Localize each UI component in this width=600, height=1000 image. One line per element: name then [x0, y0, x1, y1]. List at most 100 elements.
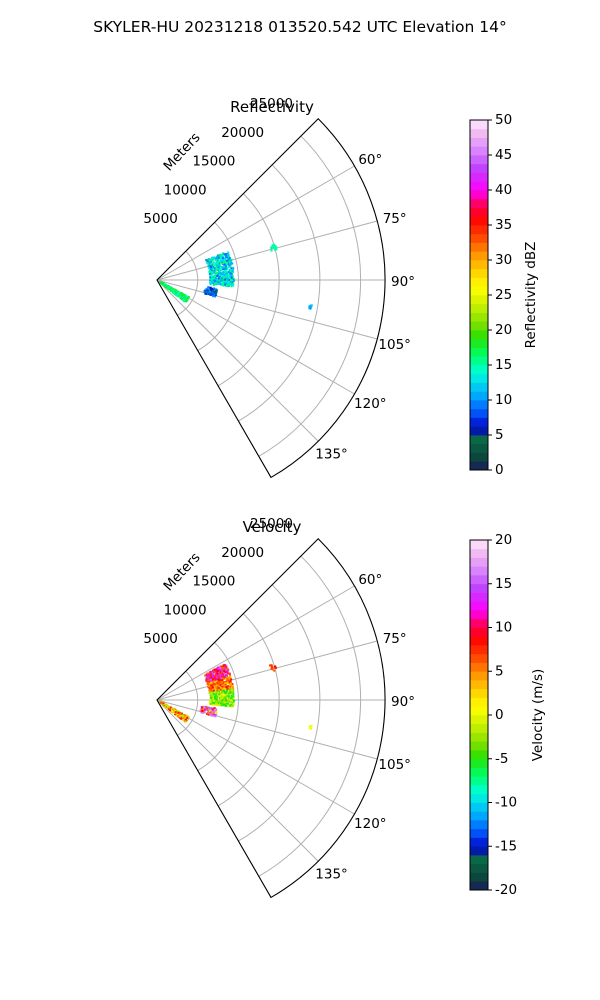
colorbar-tick-label: 5: [495, 663, 504, 679]
echo-pixel: [212, 691, 214, 694]
echo-pixel: [201, 709, 204, 712]
colorbar-segment: [470, 426, 488, 436]
echo-pixel: [212, 714, 215, 717]
echo-pixel: [182, 293, 185, 296]
colorbar-segment: [470, 820, 488, 830]
echo-pixel: [210, 692, 213, 695]
echo-pixel: [230, 269, 233, 272]
echo-pixel: [272, 244, 275, 247]
echo-pixel: [223, 670, 226, 673]
echo-pixel: [220, 671, 223, 674]
echo-pixel: [185, 295, 188, 298]
echo-pixel: [225, 698, 227, 701]
echo-pixel: [209, 693, 212, 696]
echo-pixel: [231, 262, 234, 265]
echo-pixel: [221, 260, 224, 262]
echo-pixel: [181, 297, 184, 300]
echo-pixel: [222, 675, 225, 678]
echo-pixel: [215, 678, 218, 681]
echo-pixel: [224, 270, 227, 273]
echo-pixel: [215, 259, 218, 262]
echo-pixel: [169, 287, 172, 290]
echo-pixel: [213, 269, 216, 272]
echo-pixel: [213, 703, 216, 706]
echo-pixel: [203, 706, 206, 708]
echo-pixel: [217, 675, 220, 678]
echo-pixel: [226, 678, 229, 681]
colorbar-segment: [470, 548, 488, 558]
echo-pixel: [230, 272, 233, 275]
echo-pixel: [230, 276, 233, 279]
echo-pixel: [219, 282, 222, 285]
azimuth-gridline: [156, 279, 319, 442]
echo-pixel: [224, 261, 227, 264]
echo-pixel: [217, 274, 220, 277]
colorbar-tick-label: 30: [495, 252, 512, 268]
echo-pixel: [221, 274, 224, 277]
echo-pixel: [213, 675, 216, 677]
echo-pixel: [269, 664, 272, 667]
colorbar-segment: [470, 583, 488, 593]
echo-pixel: [230, 267, 233, 270]
echo-pixel: [219, 686, 222, 689]
colorbar-tick-label: 10: [495, 392, 512, 408]
echo-pixel: [223, 263, 226, 265]
echo-pixel: [209, 683, 212, 686]
range-ring: [258, 555, 362, 877]
echo-pixel: [209, 673, 212, 675]
azimuth-tick-label: 90°: [391, 694, 415, 710]
echo-pixel: [214, 692, 217, 695]
colorbar-segment: [470, 671, 488, 681]
echo-pixel: [217, 691, 220, 694]
echo-pixel: [225, 686, 228, 689]
sector-outline: [156, 118, 386, 479]
echo-pixel: [219, 695, 222, 698]
echo-pixel: [211, 708, 214, 711]
echo-pixel: [177, 711, 180, 714]
colorbar-tick-label: 50: [495, 112, 512, 128]
echo-pixel: [213, 707, 216, 710]
echo-pixel: [221, 257, 224, 260]
echo-pixel: [228, 255, 231, 258]
echo-pixel: [209, 711, 212, 714]
colorbar-segment: [470, 741, 488, 751]
echo-pixel: [207, 265, 210, 268]
echo-pixel: [214, 712, 217, 715]
colorbar-segment: [470, 268, 488, 278]
echo-pixel: [218, 694, 221, 697]
echo-pixel: [215, 272, 218, 275]
echo-pixel: [217, 666, 220, 669]
echo-pixel: [211, 696, 214, 699]
echo-pixel: [173, 289, 176, 292]
echo-pixel: [227, 277, 230, 280]
echo-pixel: [218, 273, 221, 276]
echo-pixel: [210, 266, 213, 269]
echo-pixel: [222, 693, 224, 696]
echo-pixel: [207, 676, 210, 679]
echo-pixel: [209, 289, 212, 292]
echo-pixel: [218, 270, 221, 273]
echo-pixel: [205, 287, 208, 290]
echo-pixel: [310, 724, 313, 727]
echo-pixel: [180, 292, 183, 295]
echo-pixel: [210, 272, 213, 275]
azimuth-gridline: [156, 279, 355, 395]
echo-pixel: [173, 292, 176, 295]
azimuth-gridline: [156, 220, 378, 281]
colorbar-segment: [470, 855, 488, 865]
echo-pixel: [184, 718, 187, 721]
colorbar-segment: [470, 776, 488, 786]
colorbar-segment: [470, 312, 488, 322]
azimuth-tick-label: 75°: [383, 631, 407, 647]
echo-pixel: [182, 718, 185, 721]
echo-pixel: [223, 276, 226, 279]
echo-pixel: [180, 717, 183, 720]
colorbar-segment: [470, 592, 488, 602]
azimuth-gridline: [156, 699, 378, 760]
echo-pixel: [226, 689, 228, 692]
echo-pixel: [230, 678, 233, 681]
echo-pixel: [225, 259, 228, 262]
echo-pixel: [217, 703, 220, 706]
colorbar-segment: [470, 828, 488, 838]
echo-pixel: [221, 702, 224, 705]
